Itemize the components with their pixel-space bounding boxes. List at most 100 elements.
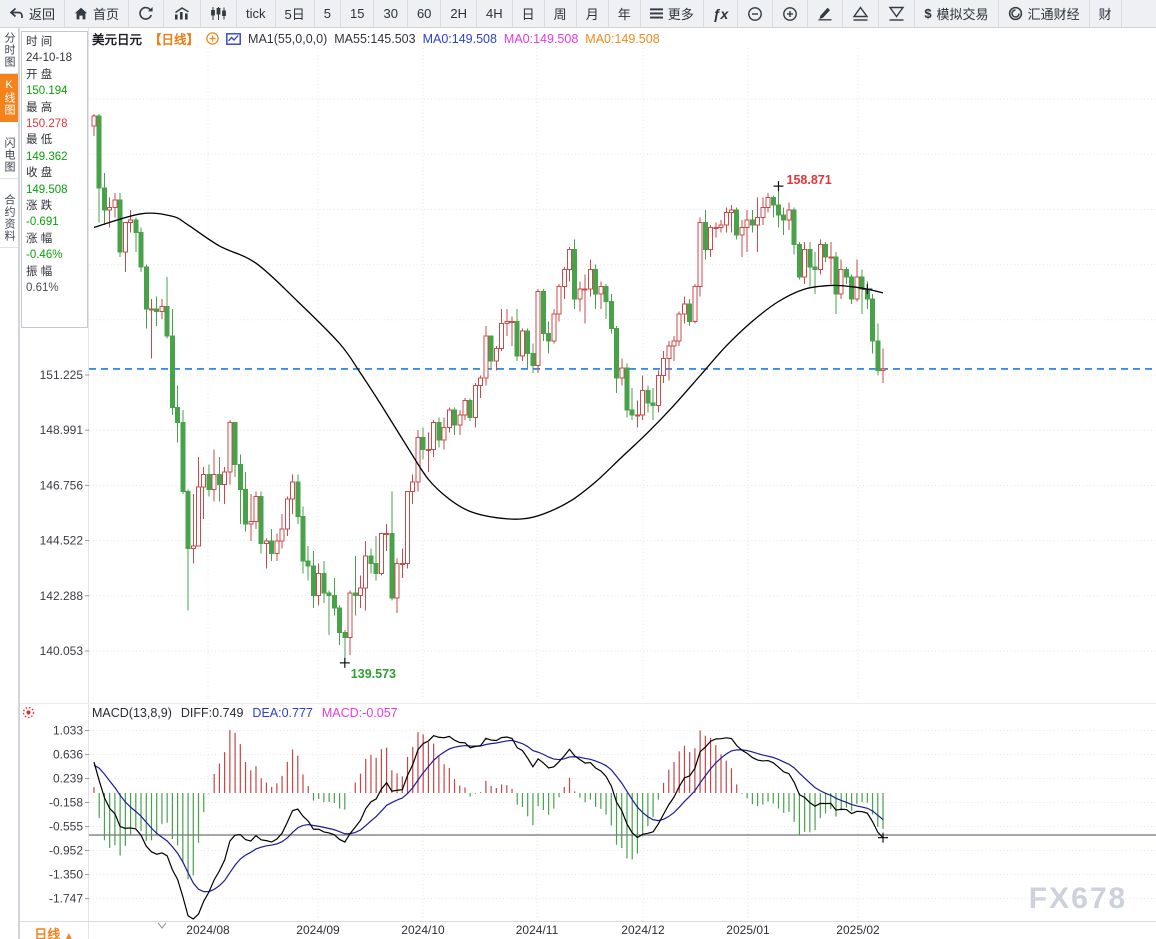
home-icon [74, 7, 88, 20]
macd-header: MACD(13,8,9) DIFF:0.749 DEA:0.777 MACD:-0.0… [92, 706, 398, 720]
zoom-in-button[interactable] [773, 0, 809, 27]
sidebar-tab-timeshare[interactable]: 分时图 [0, 27, 18, 74]
ma0-value-magenta: MA0:149.508 [503, 31, 579, 46]
interval-60m-button[interactable]: 60 [408, 0, 442, 27]
interval-5m-button[interactable]: 5 [315, 0, 341, 27]
button-label: 周 [553, 7, 567, 22]
button-label: 返回 [29, 7, 56, 22]
info-label: 振 幅 [26, 265, 53, 278]
back-button[interactable]: 返回 [0, 0, 66, 27]
indicator-fx-button[interactable]: ƒx [704, 0, 739, 27]
ma0-value-blue: MA0:149.508 [422, 31, 497, 46]
high-price-label: 158.871 [787, 173, 832, 187]
price-chart-header: 美元日元 【日线】 MA1(55,0,0,0) MA55:145.503 MA0:149… [92, 29, 660, 48]
macd-params-label: MACD(13,8,9) [92, 706, 172, 720]
draw-tool-button[interactable] [808, 0, 844, 27]
price-axis-label: 142.288 [40, 589, 84, 603]
button-label: 首页 [93, 7, 120, 22]
axis-scroll-marker[interactable] [157, 922, 167, 929]
candle-style-button[interactable] [201, 0, 238, 27]
time-axis-label: 2024/11 [516, 923, 559, 937]
interval-4h-button[interactable]: 4H [477, 0, 513, 27]
trend-down-tool-button[interactable] [879, 0, 916, 27]
button-label: 更多 [667, 7, 694, 22]
interval-15m-button[interactable]: 15 [341, 0, 375, 27]
button-label: 5日 [284, 7, 305, 22]
macd-axis-label: -0.952 [49, 844, 83, 858]
interval-30m-button[interactable]: 30 [374, 0, 408, 27]
calendar-button[interactable]: 财 [1090, 0, 1122, 27]
time-axis-label: 2024/10 [401, 923, 445, 937]
fx-icon: ƒx [712, 5, 729, 22]
candle-series [91, 113, 886, 663]
info-value: 149.508 [26, 183, 68, 196]
info-label: 最 高 [26, 101, 53, 114]
watermark: FX678 [1029, 882, 1127, 915]
pencil-icon [817, 6, 833, 21]
macd-axis-label: 1.033 [53, 724, 83, 738]
interval-2h-button[interactable]: 2H [441, 0, 478, 27]
trend-up-tool-button[interactable] [843, 0, 880, 27]
sidebar-tab-contract[interactable]: 合约资料 [0, 189, 18, 248]
interval-year-button[interactable]: 年 [609, 0, 641, 27]
interval-day-button[interactable]: 日 [513, 0, 545, 27]
fx678-brand-button[interactable]: 汇通财经 [999, 0, 1090, 27]
time-axis-label: 2025/01 [726, 923, 770, 937]
chart-style-button[interactable] [164, 0, 202, 27]
macd-macd-value: MACD:-0.057 [321, 706, 398, 720]
button-label: 4H [486, 6, 503, 21]
low-price-label: 139.573 [351, 667, 396, 681]
symbol-name: 美元日元 [92, 33, 143, 47]
macd-axis-label: -0.555 [49, 820, 83, 834]
timeframe-tag: 【日线】 [149, 33, 200, 47]
interval-5d-button[interactable]: 5日 [276, 0, 315, 27]
button-label: 年 [617, 7, 631, 22]
button-label: 月 [585, 7, 599, 22]
info-value: 150.278 [26, 118, 68, 131]
zoom-out-icon [747, 6, 763, 22]
sidebar-tab-kline[interactable]: K线图 [0, 74, 18, 122]
price-axis-label: 148.991 [40, 423, 84, 437]
time-axis-label: 2024/12 [621, 923, 665, 937]
zoom-out-button[interactable] [738, 0, 774, 27]
macd-axis-label: -0.158 [49, 796, 83, 810]
info-value: -0.46% [26, 249, 63, 262]
info-label: 涨 幅 [26, 232, 53, 245]
more-button[interactable]: 更多 [641, 0, 704, 27]
macd-diff-line [93, 734, 884, 920]
ma-settings-label: MA1(55,0,0,0) [248, 31, 328, 46]
home-button[interactable]: 首页 [65, 0, 130, 27]
interval-month-button[interactable]: 月 [577, 0, 609, 27]
button-label: 2H [450, 6, 468, 21]
period-toggle-button[interactable]: 日线 ▲ [20, 924, 88, 939]
indicator-settings-icon[interactable] [21, 705, 36, 725]
refresh-button[interactable] [129, 0, 165, 27]
time-axis-label: 2024/08 [186, 923, 230, 937]
button-label: 60 [416, 6, 432, 21]
toolbar: 返回 首页 tick 5日 5 15 30 60 2H 4H 日 周 月 年 更多 ƒx $ 模拟交易 汇通财经 财 [0, 0, 1156, 28]
area-chart-icon [173, 7, 191, 20]
button-label: 30 [383, 6, 398, 21]
price-axis-label: 140.053 [40, 644, 84, 658]
back-icon [9, 7, 24, 20]
macd-axis-label: 0.239 [53, 772, 83, 786]
price-axis-label: 144.522 [40, 534, 84, 548]
dollar-icon: $ [924, 6, 932, 21]
button-label: tick [246, 6, 266, 21]
time-axis-label: 2024/09 [296, 923, 340, 937]
macd-dea-line [93, 739, 884, 893]
info-label: 最 低 [26, 134, 53, 147]
interval-tick-button[interactable]: tick [237, 0, 276, 27]
interval-week-button[interactable]: 周 [545, 0, 577, 27]
brand-icon [1008, 6, 1023, 21]
ohlc-info-panel: 时 间 24-10-18 开 盘 150.194 最 高 150.278 最 低 149.36… [21, 31, 88, 328]
macd-histogram [93, 729, 884, 880]
sim-trading-button[interactable]: $ 模拟交易 [915, 0, 999, 27]
sidebar-tab-lightning[interactable]: 闪电图 [0, 132, 18, 179]
macd-diff-value: DIFF:0.749 [180, 706, 244, 720]
time-axis-label: 2025/02 [836, 923, 880, 937]
info-value: 149.362 [26, 150, 68, 163]
info-label: 时 间 [26, 36, 53, 48]
